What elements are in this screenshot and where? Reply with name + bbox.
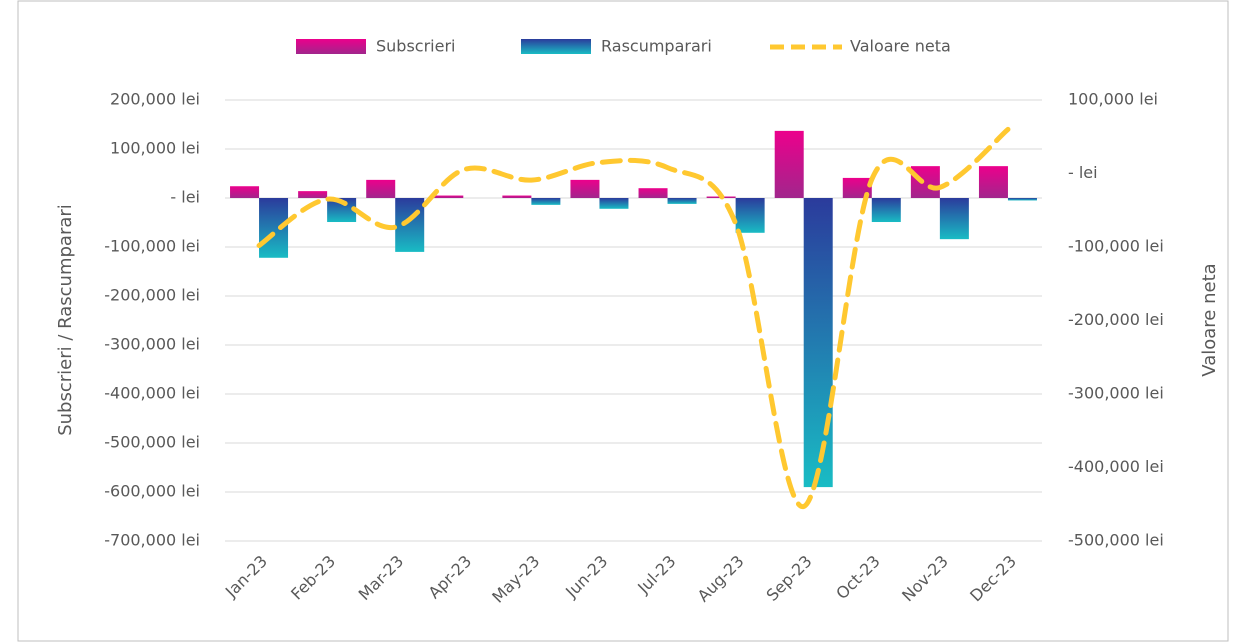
y-tick-label: -600,000 lei <box>104 482 200 501</box>
legend-label: Valoare neta <box>850 37 951 56</box>
y2-axis-title: Valoare neta <box>1199 263 1220 376</box>
x-tick-label: Dec-23 <box>966 552 1020 606</box>
bar <box>395 198 425 252</box>
y2-tick-label: -300,000 lei <box>1068 384 1164 403</box>
x-tick-label: Oct-23 <box>832 552 883 603</box>
chart-frame <box>17 0 1229 642</box>
y-tick-label: 100,000 lei <box>110 139 200 158</box>
x-tick-label: Jun-23 <box>561 552 611 602</box>
y2-tick-label: -100,000 lei <box>1068 237 1164 256</box>
y-tick-label: -700,000 lei <box>104 531 200 550</box>
bar <box>774 130 804 198</box>
y2-tick-label: -400,000 lei <box>1068 457 1164 476</box>
y2-tick-label: - lei <box>1068 163 1098 182</box>
y-axis-title: Subscrieri / Rascumparari <box>55 204 76 436</box>
x-tick-label: Sep-23 <box>762 552 815 605</box>
bar <box>531 198 561 205</box>
x-tick-label: Aug-23 <box>694 552 748 606</box>
x-tick-label: Mar-23 <box>355 552 408 605</box>
legend-swatch <box>296 39 366 54</box>
bar <box>434 195 464 198</box>
legend-swatch <box>521 39 591 54</box>
x-tick-label: Jul-23 <box>633 552 679 598</box>
y2-tick-label: -500,000 lei <box>1068 531 1164 550</box>
bar <box>978 166 1008 198</box>
y-tick-label: - lei <box>170 188 200 207</box>
y2-tick-label: 100,000 lei <box>1068 90 1158 109</box>
bar <box>871 198 901 223</box>
y2-tick-label: -200,000 lei <box>1068 310 1164 329</box>
bar <box>667 198 697 204</box>
bar <box>842 177 872 198</box>
legend-label: Rascumparari <box>601 37 712 56</box>
x-tick-label: May-23 <box>488 552 543 607</box>
line <box>256 126 1011 509</box>
x-tick-label: Nov-23 <box>898 552 952 606</box>
x-tick-label: Apr-23 <box>425 552 476 603</box>
bar <box>599 198 629 209</box>
y-tick-label: -100,000 lei <box>104 237 200 256</box>
bar <box>1007 198 1037 201</box>
y-tick-label: -500,000 lei <box>104 433 200 452</box>
legend-label: Subscrieri <box>376 37 455 56</box>
bar <box>366 179 396 198</box>
bar <box>230 186 260 198</box>
y-tick-label: 200,000 lei <box>110 90 200 109</box>
bar <box>939 198 969 240</box>
y-tick-label: -400,000 lei <box>104 384 200 403</box>
bar <box>298 191 328 198</box>
bar <box>638 188 668 198</box>
y-tick-label: -300,000 lei <box>104 335 200 354</box>
x-tick-label: Feb-23 <box>287 552 339 604</box>
bar <box>803 198 833 488</box>
bar <box>502 195 532 198</box>
bar <box>570 179 600 198</box>
bar <box>910 166 940 198</box>
bar <box>735 198 765 233</box>
x-tick-label: Jan-23 <box>221 552 271 602</box>
y-tick-label: -200,000 lei <box>104 286 200 305</box>
